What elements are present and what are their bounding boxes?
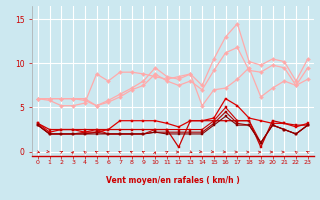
X-axis label: Vent moyen/en rafales ( km/h ): Vent moyen/en rafales ( km/h ) bbox=[106, 176, 240, 185]
